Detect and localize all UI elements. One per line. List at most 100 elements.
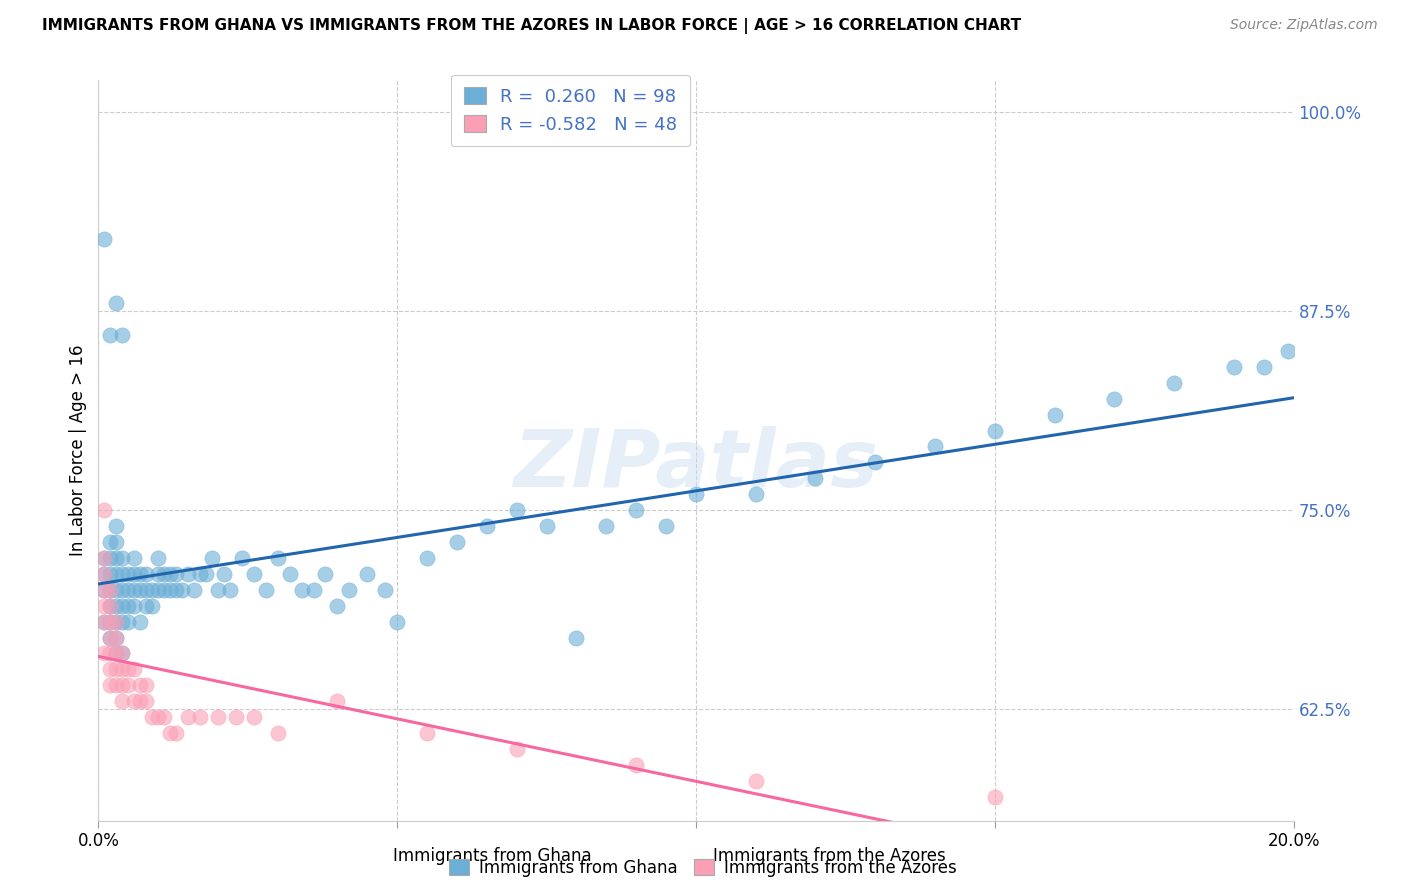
- Point: [117, 566, 139, 581]
- Point: [105, 678, 128, 692]
- Point: [201, 550, 224, 565]
- Point: [159, 726, 181, 740]
- Point: [225, 710, 247, 724]
- Point: [984, 789, 1007, 804]
- Point: [135, 582, 157, 597]
- Point: [98, 599, 122, 613]
- Point: [626, 758, 648, 772]
- Point: [254, 582, 277, 597]
- Point: [105, 631, 128, 645]
- Point: [165, 582, 187, 597]
- Point: [159, 582, 181, 597]
- Point: [385, 615, 409, 629]
- Point: [291, 582, 314, 597]
- Point: [98, 328, 122, 343]
- Point: [153, 582, 176, 597]
- Point: [374, 582, 396, 597]
- Point: [105, 582, 128, 597]
- Point: [416, 726, 439, 740]
- Point: [105, 535, 128, 549]
- Point: [595, 519, 617, 533]
- Point: [117, 662, 139, 676]
- Point: [124, 662, 146, 676]
- Point: [475, 519, 498, 533]
- Point: [124, 550, 146, 565]
- Point: [219, 582, 242, 597]
- Point: [105, 662, 128, 676]
- Point: [93, 582, 115, 597]
- Point: [207, 582, 229, 597]
- Point: [685, 487, 707, 501]
- Point: [93, 550, 115, 565]
- Point: [148, 566, 170, 581]
- Point: [135, 599, 157, 613]
- Text: Source: ZipAtlas.com: Source: ZipAtlas.com: [1230, 18, 1378, 32]
- Point: [98, 647, 122, 661]
- Point: [111, 647, 134, 661]
- Point: [98, 615, 122, 629]
- Point: [98, 550, 122, 565]
- Point: [188, 566, 211, 581]
- Point: [506, 742, 529, 756]
- Point: [153, 566, 176, 581]
- Point: [93, 232, 115, 246]
- Point: [141, 582, 163, 597]
- Point: [339, 582, 361, 597]
- Point: [165, 726, 187, 740]
- Point: [141, 710, 163, 724]
- Point: [98, 535, 122, 549]
- Point: [93, 615, 115, 629]
- Point: [129, 582, 152, 597]
- Point: [111, 328, 134, 343]
- Point: [105, 519, 128, 533]
- Legend: R =  0.260   N = 98, R = -0.582   N = 48: R = 0.260 N = 98, R = -0.582 N = 48: [451, 75, 690, 146]
- Point: [105, 615, 128, 629]
- Point: [141, 599, 163, 613]
- Y-axis label: In Labor Force | Age > 16: In Labor Force | Age > 16: [69, 344, 87, 557]
- Point: [865, 455, 887, 469]
- Point: [93, 550, 115, 565]
- Point: [278, 566, 301, 581]
- Point: [148, 550, 170, 565]
- Point: [129, 694, 152, 708]
- Point: [105, 599, 128, 613]
- Point: [326, 694, 349, 708]
- Point: [172, 582, 194, 597]
- Text: ZIPatlas: ZIPatlas: [513, 426, 879, 504]
- Point: [105, 550, 128, 565]
- Point: [98, 662, 122, 676]
- Point: [111, 550, 134, 565]
- Point: [159, 566, 181, 581]
- Point: [148, 710, 170, 724]
- Point: [267, 726, 290, 740]
- Point: [416, 550, 439, 565]
- Point: [177, 566, 200, 581]
- Point: [315, 566, 337, 581]
- Point: [804, 471, 827, 485]
- Point: [183, 582, 205, 597]
- Point: [626, 503, 648, 517]
- Point: [98, 678, 122, 692]
- Point: [111, 599, 134, 613]
- Point: [1253, 359, 1275, 374]
- Point: [655, 519, 678, 533]
- Point: [356, 566, 378, 581]
- Point: [924, 440, 946, 454]
- Point: [111, 662, 134, 676]
- Text: Immigrants from the Azores: Immigrants from the Azores: [713, 847, 946, 865]
- Point: [153, 710, 176, 724]
- Point: [105, 615, 128, 629]
- Point: [93, 615, 115, 629]
- Point: [98, 599, 122, 613]
- Point: [243, 710, 266, 724]
- Point: [135, 678, 157, 692]
- Point: [93, 599, 115, 613]
- Point: [93, 647, 115, 661]
- Point: [231, 550, 253, 565]
- Point: [1223, 359, 1246, 374]
- Point: [745, 487, 768, 501]
- Point: [105, 566, 128, 581]
- Point: [93, 566, 115, 581]
- Point: [745, 773, 768, 788]
- Point: [105, 647, 128, 661]
